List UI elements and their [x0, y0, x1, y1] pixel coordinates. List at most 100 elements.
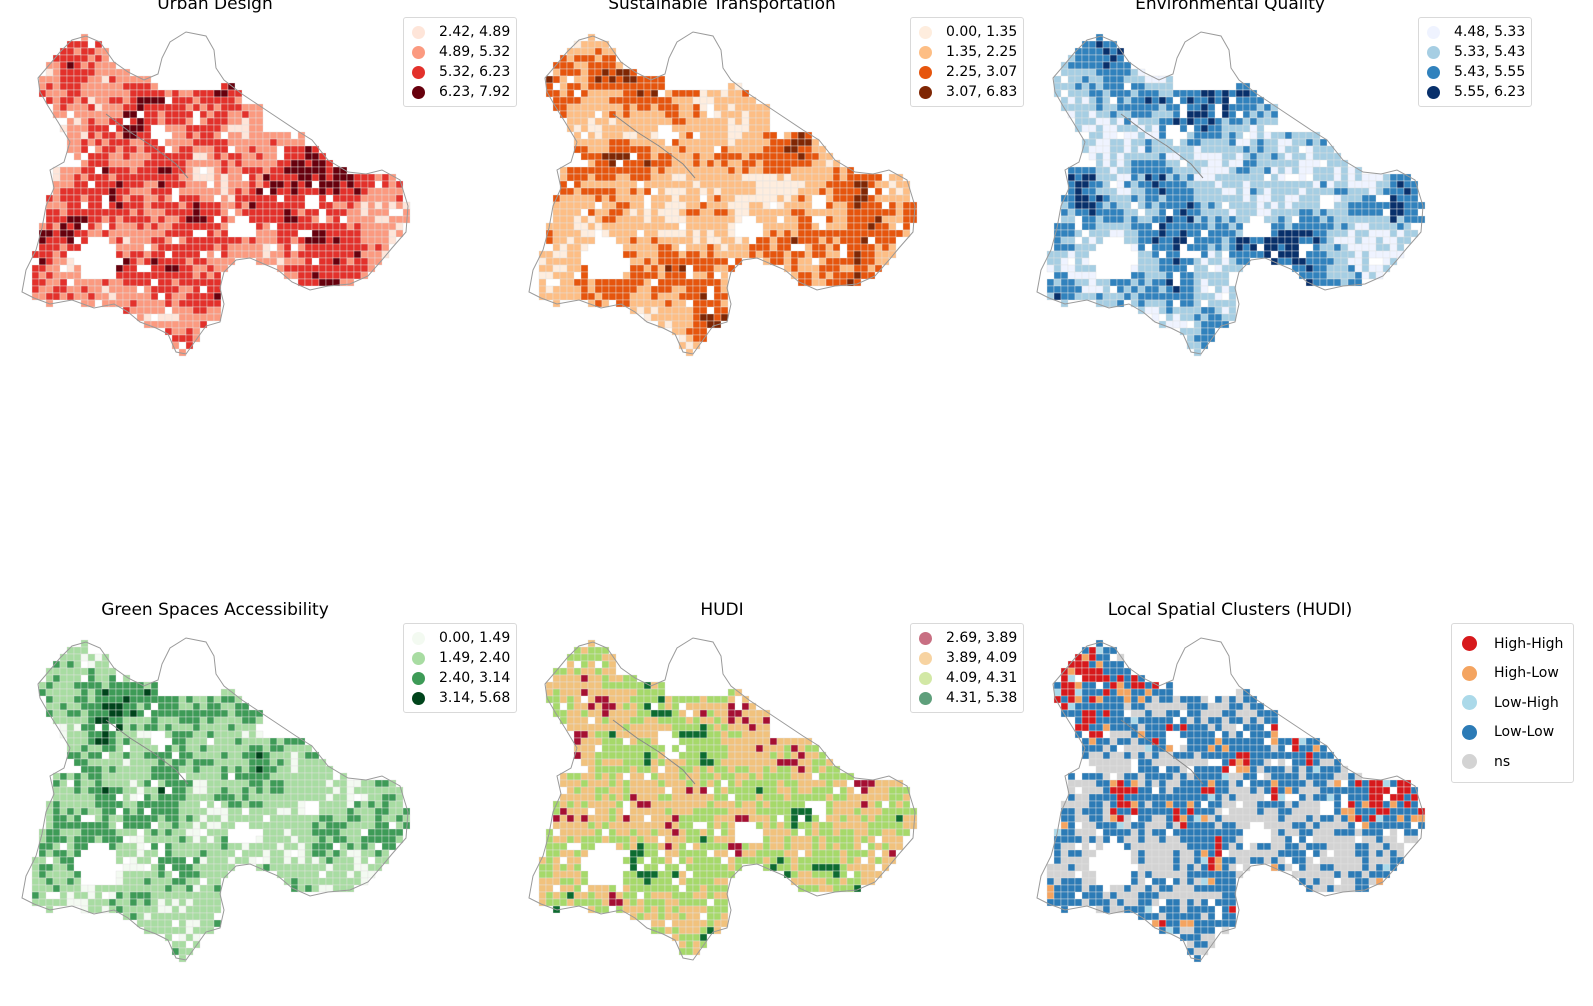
grid-cell — [213, 744, 222, 753]
panel-title: Sustainable Transportation — [608, 0, 836, 14]
grid-cell — [727, 82, 736, 91]
grid-cell — [129, 863, 138, 872]
grid-cell — [1179, 89, 1188, 98]
grid-cell — [80, 758, 89, 767]
grid-cell — [234, 187, 243, 196]
grid-cell — [1123, 96, 1132, 105]
grid-cell — [206, 884, 215, 893]
grid-cell — [339, 856, 348, 865]
grid-cell — [129, 709, 138, 718]
grid-cell — [1319, 152, 1328, 161]
grid-cell — [1130, 229, 1139, 238]
grid-cell — [636, 201, 645, 210]
grid-cell — [839, 201, 848, 210]
grid-cell — [1088, 110, 1097, 119]
grid-cell — [59, 103, 68, 112]
grid-cell — [790, 250, 799, 259]
grid-cell — [94, 222, 103, 231]
grid-cell — [1137, 138, 1146, 147]
grid-cell — [94, 653, 103, 662]
grid-cell — [748, 187, 757, 196]
grid-cell — [115, 180, 124, 189]
grid-cell — [1368, 222, 1377, 231]
grid-cell — [150, 236, 159, 245]
grid-cell — [664, 187, 673, 196]
grid-cell — [101, 82, 110, 91]
grid-cell — [762, 180, 771, 189]
grid-cell — [727, 166, 736, 175]
grid-cell — [220, 716, 229, 725]
grid-cell — [664, 117, 673, 126]
grid-cell — [636, 278, 645, 287]
grid-cell — [552, 208, 561, 217]
grid-cell — [1354, 180, 1363, 189]
grid-cell — [1081, 257, 1090, 266]
grid-cell — [80, 61, 89, 70]
grid-cell — [206, 257, 215, 266]
grid-cell — [122, 688, 131, 697]
legend-swatch — [1427, 25, 1440, 39]
grid-cell — [636, 75, 645, 84]
grid-cell — [692, 222, 701, 231]
grid-cell — [199, 835, 208, 844]
grid-cell — [1249, 187, 1258, 196]
grid-cell — [825, 222, 834, 231]
grid-cell — [108, 835, 117, 844]
grid-cell — [171, 709, 180, 718]
grid-cell — [587, 40, 596, 49]
grid-cell — [290, 201, 299, 210]
grid-cell — [234, 702, 243, 711]
grid-cell — [664, 285, 673, 294]
grid-cell — [129, 814, 138, 823]
grid-cell — [1088, 131, 1097, 140]
grid-cell — [1074, 75, 1083, 84]
grid-cell — [269, 152, 278, 161]
grid-cell — [297, 187, 306, 196]
grid-cell — [734, 166, 743, 175]
grid-cell — [1179, 96, 1188, 105]
grid-cell — [178, 124, 187, 133]
grid-cell — [269, 821, 278, 830]
grid-cell — [129, 222, 138, 231]
grid-cell — [185, 772, 194, 781]
grid-cell — [1144, 166, 1153, 175]
grid-cell — [199, 870, 208, 879]
grid-cell — [129, 688, 138, 697]
grid-cell — [206, 145, 215, 154]
grid-cell — [1067, 243, 1076, 252]
grid-cell — [629, 194, 638, 203]
grid-cell — [1095, 138, 1104, 147]
grid-cell — [374, 821, 383, 830]
grid-cell — [87, 884, 96, 893]
grid-cell — [1130, 159, 1139, 168]
grid-cell — [734, 124, 743, 133]
grid-cell — [1221, 89, 1230, 98]
grid-cell — [59, 292, 68, 301]
grid-cell — [706, 152, 715, 161]
grid-cell — [818, 229, 827, 238]
grid-cell — [206, 765, 215, 774]
grid-cell — [853, 201, 862, 210]
grid-cell — [157, 208, 166, 217]
grid-cell — [122, 201, 131, 210]
grid-cell — [101, 208, 110, 217]
grid-cell — [122, 187, 131, 196]
grid-cell — [101, 103, 110, 112]
grid-cell — [297, 264, 306, 273]
grid-cell — [283, 173, 292, 182]
grid-cell — [318, 800, 327, 809]
grid-cell — [1200, 124, 1209, 133]
grid-cell — [101, 744, 110, 753]
grid-cell — [297, 236, 306, 245]
grid-cell — [692, 250, 701, 259]
grid-cell — [755, 110, 764, 119]
grid-cell — [1214, 264, 1223, 273]
grid-cell — [353, 236, 362, 245]
grid-cell — [818, 257, 827, 266]
grid-cell — [1179, 201, 1188, 210]
grid-cell — [262, 194, 271, 203]
grid-cell — [234, 131, 243, 140]
grid-cell — [199, 709, 208, 718]
grid-cell — [601, 159, 610, 168]
grid-cell — [1382, 187, 1391, 196]
